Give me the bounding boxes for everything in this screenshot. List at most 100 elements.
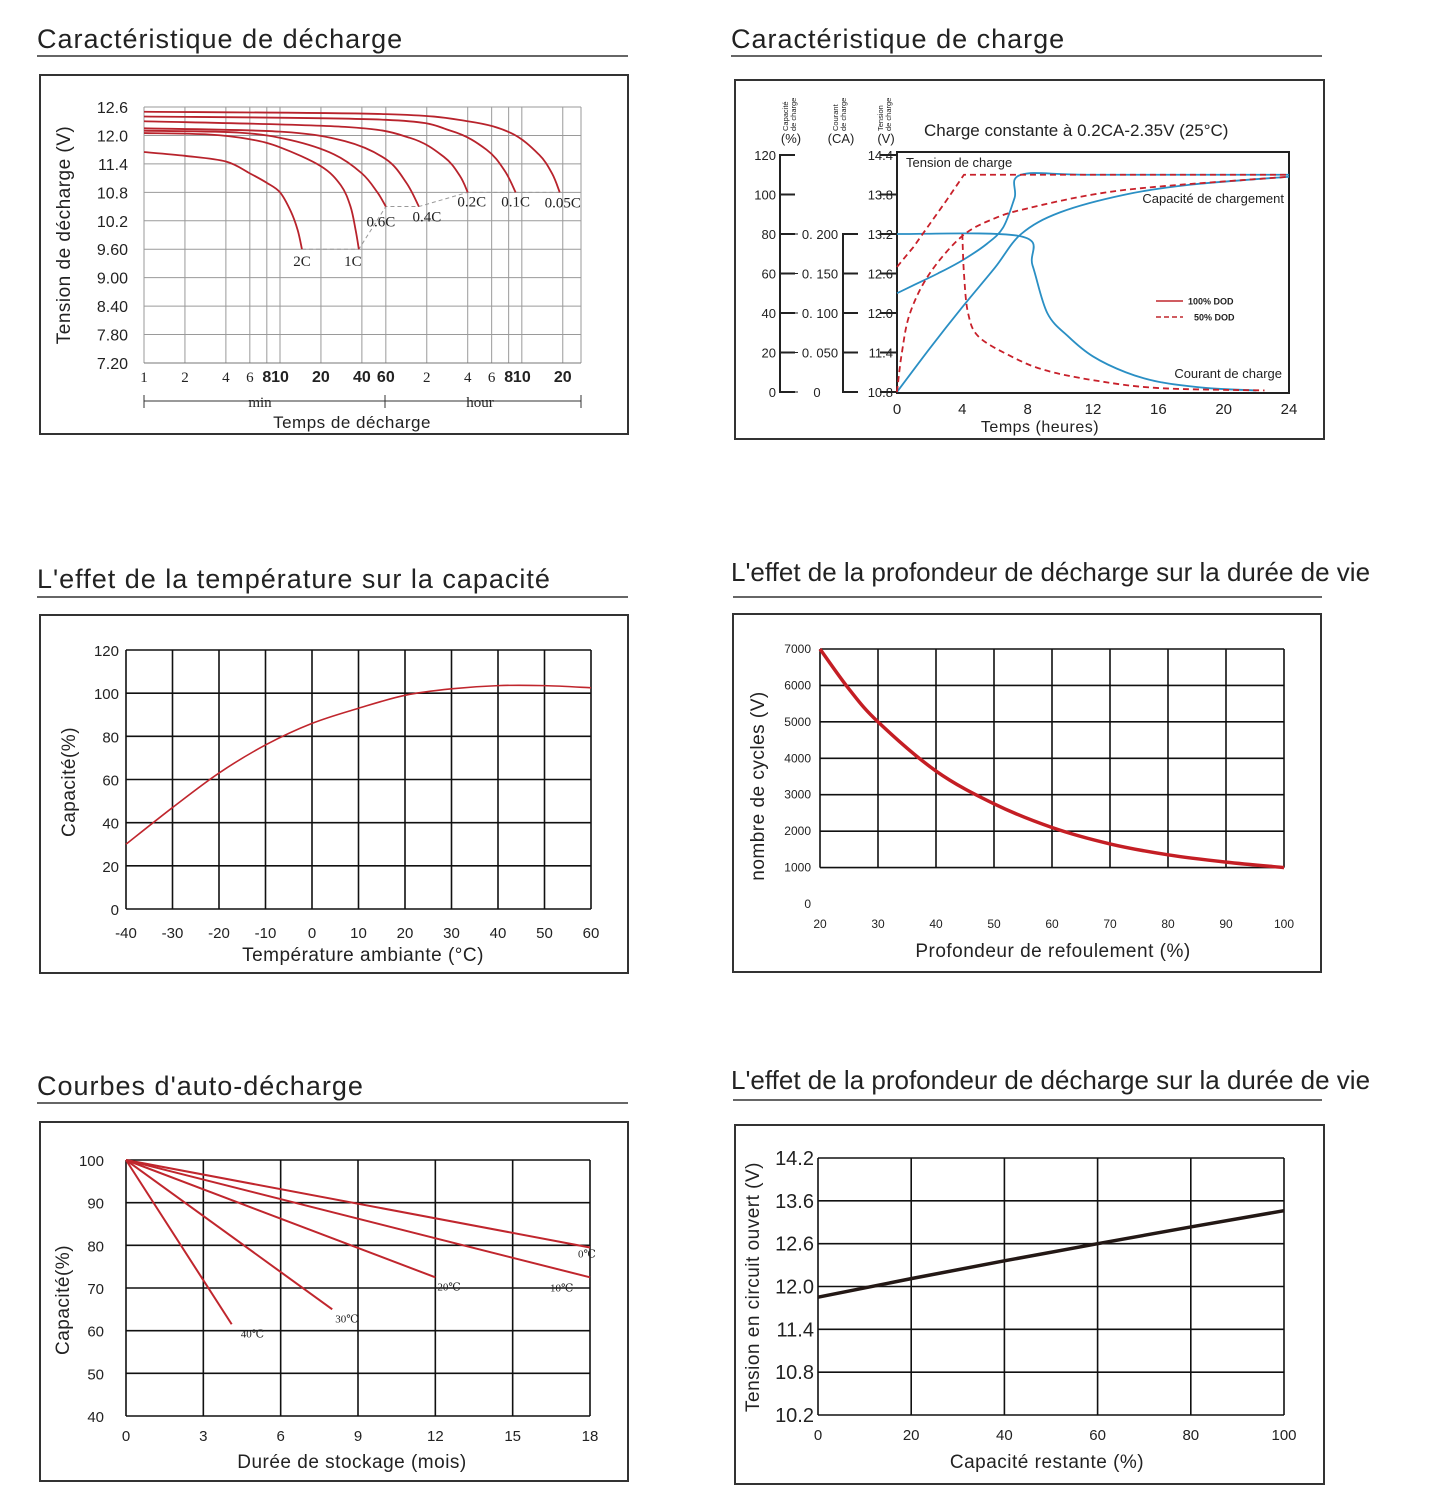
x-tick-label: 40 bbox=[353, 369, 371, 386]
curve-label: 0.2C bbox=[457, 194, 486, 210]
x-tick-label: -20 bbox=[208, 925, 230, 942]
capacity-tick-label: 120 bbox=[754, 148, 776, 163]
dod-cycles-chart: 7000 6000 5000 4000 3000 2000 1000 020 30 40 50 60 7… bbox=[784, 642, 1294, 931]
ocv-x-axis-label: Capacité restante (%) bbox=[950, 1452, 1144, 1473]
x-tick-label: 6 bbox=[246, 370, 254, 386]
current-tick-label: 0. 050 bbox=[802, 346, 838, 361]
y-tick-label: 60 bbox=[87, 1324, 104, 1341]
discharge-curve-0.6C bbox=[143, 129, 387, 208]
x-tick-label: 40 bbox=[996, 1427, 1013, 1444]
x-tick-label: 8 bbox=[504, 369, 513, 386]
x-tick-label: 100 bbox=[1271, 1427, 1296, 1444]
x-tick-label: 0 bbox=[122, 1428, 130, 1445]
x-tick-label: 2 bbox=[423, 370, 431, 386]
axis-header-line2: de charge bbox=[789, 98, 798, 131]
discharge-curve-0.1C bbox=[143, 115, 517, 193]
y-tick-label: 60 bbox=[102, 773, 119, 790]
y-tick-label: 100 bbox=[94, 686, 119, 703]
y-tick-label: 80 bbox=[87, 1238, 104, 1255]
y-tick-label: 0 bbox=[804, 897, 811, 911]
y-tick-label: 20 bbox=[102, 859, 119, 876]
curve-label: 0.6C bbox=[366, 215, 395, 231]
x-tick-label: 100 bbox=[1274, 917, 1294, 931]
legend-label: 100% DOD bbox=[1188, 297, 1234, 307]
y-tick-label: 80 bbox=[102, 729, 119, 746]
charge-chart-title: Caractéristique de charge bbox=[731, 24, 1065, 54]
y-tick-label: 10.8 bbox=[97, 185, 128, 202]
axis-header-unit: (CA) bbox=[828, 131, 855, 146]
y-tick-label: 14.2 bbox=[775, 1148, 814, 1170]
x-tick-label: 10 bbox=[350, 925, 367, 942]
curve-label: 1C bbox=[344, 254, 362, 270]
x-tick-label: 3 bbox=[199, 1428, 207, 1445]
x-tick-label: 24 bbox=[1281, 401, 1298, 418]
axis-header-line1: Courant bbox=[831, 103, 840, 131]
x-tick-label: 20 bbox=[312, 369, 330, 386]
x-tick-label: 8 bbox=[1023, 401, 1031, 418]
x-tick-label: 10 bbox=[271, 369, 289, 386]
y-tick-label: 4000 bbox=[784, 751, 811, 765]
ocv-line bbox=[817, 1208, 1285, 1299]
self-discharge-chart-frame bbox=[39, 1121, 629, 1482]
y-tick-label: 40 bbox=[102, 816, 119, 833]
temperature-label: 30℃ bbox=[335, 1313, 358, 1325]
discharge-curve-2C bbox=[143, 151, 303, 250]
discharge-curve-0.05C bbox=[143, 110, 561, 193]
x-tick-label: 6 bbox=[276, 1428, 284, 1445]
self-discharge-chart-title: Courbes d'auto-décharge bbox=[37, 1071, 364, 1101]
axis-header-line1: Capacité bbox=[781, 101, 790, 131]
x-tick-label: 4 bbox=[222, 370, 230, 386]
discharge-x-axis-label: Temps de décharge bbox=[273, 413, 431, 432]
cycle-life-curve bbox=[818, 647, 1285, 870]
annotation-voltage: Tension de charge bbox=[906, 155, 1012, 170]
x-tick-label: 1 bbox=[140, 370, 148, 386]
y-tick-label: 70 bbox=[87, 1281, 104, 1298]
x-tick-label: 8 bbox=[262, 369, 271, 386]
charge-chart-subtitle: Charge constante à 0.2CA-2.35V (25°C) bbox=[924, 121, 1228, 140]
axis-header-line1: Tension bbox=[876, 105, 885, 131]
x-tick-label: 40 bbox=[490, 925, 507, 942]
discharge-curve-1C bbox=[143, 132, 360, 250]
x-tick-label: 16 bbox=[1150, 401, 1167, 418]
x-tick-label: 9 bbox=[354, 1428, 362, 1445]
dod-cycles-y-axis-label: nombre de cycles (V) bbox=[748, 691, 769, 881]
current-tick-label: 0 bbox=[813, 385, 820, 400]
y-tick-label: 3000 bbox=[784, 788, 811, 802]
x-tick-label: 20 bbox=[813, 917, 827, 931]
x-tick-label: 12 bbox=[1085, 401, 1102, 418]
ocv-chart: 14.2 13.6 12.6 12.0 11.4 10.8 10.20 20 40 60 80 100 bbox=[775, 1148, 1296, 1444]
temperature-chart-frame bbox=[39, 614, 629, 974]
x-tick-label: 15 bbox=[504, 1428, 521, 1445]
y-tick-label: 11.4 bbox=[777, 1319, 814, 1341]
y-tick-label: 10.8 bbox=[775, 1362, 814, 1384]
y-tick-label: 7.20 bbox=[97, 356, 128, 373]
axis-header-line2: de charge bbox=[884, 98, 893, 131]
x-tick-label: 60 bbox=[1089, 1427, 1106, 1444]
temperature-label: 20℃ bbox=[437, 1281, 460, 1293]
temperature-capacity-curve bbox=[125, 684, 592, 845]
annotation-current: Courant de charge bbox=[1174, 366, 1282, 381]
ocv-y-axis-label: Tension en circuit ouvert (V) bbox=[743, 1162, 764, 1412]
y-tick-label: 12.6 bbox=[775, 1234, 814, 1256]
hour-range-label: hour bbox=[466, 395, 494, 411]
capacity-tick-label: 40 bbox=[762, 306, 776, 321]
x-tick-label: 90 bbox=[1219, 917, 1233, 931]
x-tick-label: 4 bbox=[464, 370, 472, 386]
voltage-tick-label: 12.6 bbox=[868, 267, 893, 282]
temperature-y-axis-label: Capacité(%) bbox=[59, 727, 80, 837]
x-tick-label: 20 bbox=[1215, 401, 1232, 418]
x-tick-label: -10 bbox=[255, 925, 277, 942]
self-discharge-line-3 bbox=[125, 1159, 333, 1311]
y-tick-label: 0 bbox=[111, 902, 119, 919]
y-tick-label: 40 bbox=[87, 1409, 104, 1426]
discharge-chart-title: Caractéristique de décharge bbox=[37, 24, 403, 54]
curve-label: 2C bbox=[293, 254, 311, 270]
x-tick-label: 10 bbox=[513, 369, 531, 386]
y-tick-label: 7000 bbox=[784, 642, 811, 656]
x-tick-label: -30 bbox=[162, 925, 184, 942]
y-tick-label: 120 bbox=[94, 643, 119, 660]
self-discharge-y-axis-label: Capacité(%) bbox=[53, 1245, 74, 1355]
discharge-curve-0.4C bbox=[143, 127, 420, 207]
x-tick-label: 50 bbox=[536, 925, 553, 942]
ocv-chart-frame bbox=[734, 1124, 1325, 1485]
